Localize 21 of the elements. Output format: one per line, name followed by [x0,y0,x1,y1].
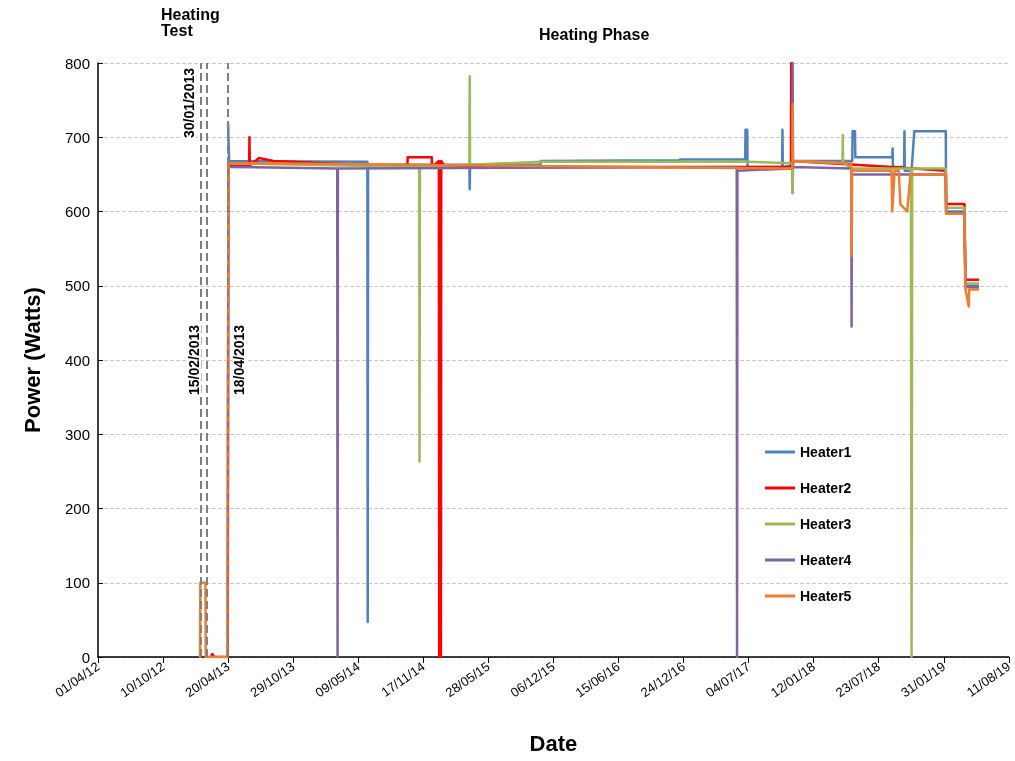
y-tick-label: 300 [64,425,90,443]
y-tick-label: 600 [64,203,90,220]
y-tick-label: 800 [64,54,90,72]
y-tick-label: 400 [64,351,90,369]
y-axis-title: Power (Watts) [19,287,45,433]
ref-line-label: 30/01/2013 [181,67,198,139]
text: Heating Test [161,5,225,39]
legend-label: Heater2 [800,480,852,496]
y-tick-label: 100 [64,574,90,592]
legend-label: Heater1 [800,444,852,460]
ref-line-label: 18/04/2013 [231,324,248,396]
y-tick-label: 0 [81,648,90,666]
legend-label: Heater5 [800,588,852,604]
x-axis-title: Date [529,730,578,756]
legend-label: Heater4 [800,552,852,568]
ref-line-label: 15/02/2013 [186,324,203,396]
legend-label: Heater3 [800,516,852,532]
y-tick-label: 700 [64,128,90,146]
y-tick-label: 200 [64,500,90,517]
y-tick-label: 500 [64,277,90,295]
text: Heating Phase [539,25,650,43]
